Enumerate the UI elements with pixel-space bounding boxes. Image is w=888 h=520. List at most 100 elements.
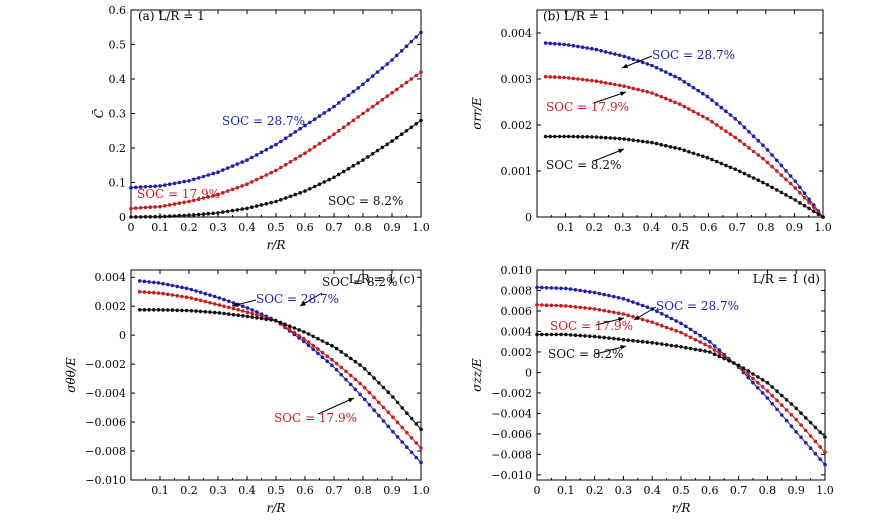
data-point: [283, 196, 288, 200]
data-point: [196, 176, 201, 180]
y-tick-label: −0.008: [491, 448, 532, 461]
data-point: [562, 42, 566, 47]
data-point: [557, 134, 562, 139]
data-point: [175, 308, 179, 313]
data-point: [779, 190, 784, 195]
data-point: [562, 75, 566, 80]
data-point: [603, 50, 608, 54]
data-point: [603, 135, 608, 140]
data-point: [738, 121, 742, 125]
data-point: [679, 345, 683, 349]
data-point: [622, 137, 626, 141]
data-point: [400, 406, 405, 410]
data-point: [710, 157, 714, 162]
x-tick-label: 0.8: [757, 221, 775, 234]
data-point: [821, 215, 825, 219]
data-point: [235, 185, 240, 190]
data-point: [339, 365, 344, 370]
data-point: [312, 184, 317, 189]
data-point: [341, 125, 346, 130]
data-point: [274, 168, 278, 173]
data-point: [543, 41, 548, 45]
x-tick-label: 0.2: [585, 221, 603, 234]
data-point: [334, 361, 339, 366]
data-point: [687, 107, 691, 111]
data-point: [770, 385, 774, 389]
data-point: [405, 430, 409, 435]
data-point: [177, 180, 182, 185]
data-point: [780, 403, 784, 408]
arrow-head: [348, 398, 354, 403]
data-point: [167, 214, 172, 218]
data-point: [375, 101, 380, 105]
data-point: [543, 74, 548, 79]
data-point: [571, 76, 576, 81]
x-tick-label: 0.8: [354, 484, 372, 497]
data-point: [617, 83, 622, 88]
data-point: [311, 343, 316, 348]
data-point: [650, 91, 654, 95]
data-point: [687, 150, 691, 154]
data-point: [395, 87, 399, 92]
x-tick-label: 0.5: [671, 221, 689, 234]
data-point: [269, 170, 274, 175]
data-point: [201, 212, 206, 216]
data-point: [660, 311, 664, 316]
data-point: [540, 285, 544, 290]
data-point: [419, 30, 423, 35]
series-line: [536, 286, 826, 465]
data-point: [380, 145, 385, 150]
arrow-head: [300, 301, 306, 306]
data-point: [217, 311, 222, 315]
data-point: [137, 289, 142, 294]
x-tick-label: 0.7: [325, 484, 343, 497]
data-point: [250, 311, 254, 316]
data-point: [813, 425, 818, 430]
y-tick-label: 0.2: [109, 142, 127, 155]
data-point: [742, 142, 747, 147]
data-point: [298, 191, 303, 195]
data-point: [631, 57, 636, 62]
series-annotation: SOC = 8.2%: [546, 158, 621, 172]
data-point: [391, 395, 395, 399]
data-point: [650, 63, 654, 68]
data-point: [142, 290, 147, 294]
data-point: [640, 60, 645, 65]
y-tick-label: 0.1: [109, 177, 127, 190]
data-point: [631, 300, 635, 304]
data-point: [588, 290, 592, 294]
data-point: [211, 211, 215, 216]
data-point: [380, 97, 385, 102]
data-point: [163, 214, 167, 219]
panel-d: 0 0.1 0.2 0.3 0.4 0.5 0.6 0.7 0.8 0.9 1.0 0.010 0.00…: [470, 264, 834, 515]
data-point: [747, 130, 751, 134]
data-point: [761, 143, 765, 147]
series-annotation: SOC = 28.7%: [222, 114, 305, 128]
data-point: [770, 401, 774, 406]
data-point: [322, 180, 327, 184]
data-point: [134, 206, 138, 210]
data-point: [400, 425, 405, 430]
data-point: [616, 311, 621, 316]
data-point: [573, 305, 578, 309]
data-point: [733, 117, 737, 121]
data-point: [274, 199, 278, 204]
data-point: [594, 135, 599, 139]
data-point: [780, 413, 784, 417]
data-point: [399, 132, 404, 136]
data-point: [650, 320, 654, 325]
data-point: [216, 211, 220, 215]
data-point: [770, 164, 774, 169]
data-point: [674, 344, 678, 348]
series-line: [139, 280, 422, 463]
data-point: [719, 161, 724, 166]
data-point: [409, 416, 414, 421]
data-point: [327, 177, 332, 182]
data-point: [684, 345, 688, 350]
data-point: [147, 280, 151, 284]
data-point: [612, 336, 616, 341]
x-axis-label: r/R: [267, 501, 286, 515]
x-tick-label: 0.1: [151, 484, 169, 497]
data-point: [602, 292, 606, 297]
y-tick-label: −0.002: [85, 358, 126, 371]
